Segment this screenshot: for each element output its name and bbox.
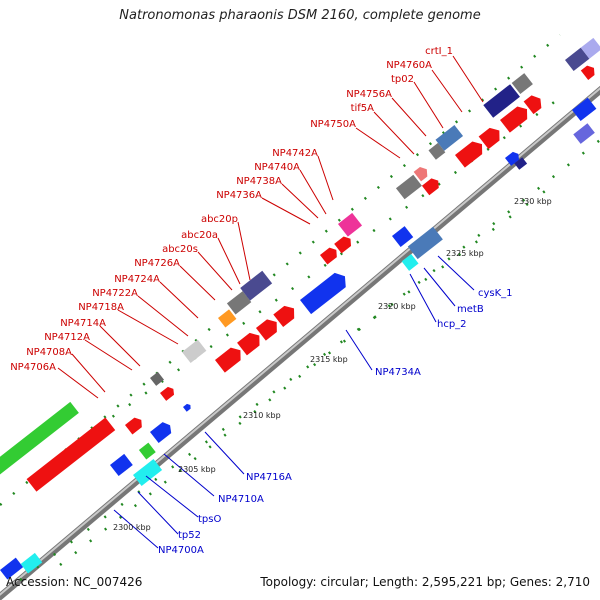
gene-label[interactable]: crtI_1 (425, 46, 453, 57)
gene-red-small-1[interactable] (125, 415, 145, 435)
scale-label-group: 2300 kbp 2305 kbp 2310 kbp 2315 kbp 2320… (113, 197, 552, 532)
gene-label[interactable]: NP4716A (246, 472, 292, 483)
scale-label: 2315 kbp (310, 355, 348, 364)
gene-label[interactable]: NP4708A (26, 347, 72, 358)
gene-label[interactable]: NP4706A (10, 362, 56, 373)
gene-label[interactable]: hcp_2 (437, 319, 467, 330)
scale-label: 2330 kbp (514, 197, 552, 206)
scale-label: 2320 kbp (378, 302, 416, 311)
gene-label[interactable]: abc20p (201, 214, 238, 225)
map-title: Natronomonas pharaonis DSM 2160, complet… (119, 8, 481, 23)
genome-summary-text: Topology: circular; Length: 2,595,221 bp… (260, 575, 590, 589)
lower-leader-lines (113, 255, 475, 549)
scale-label: 2300 kbp (113, 523, 151, 532)
gene-label[interactable]: metB (457, 304, 484, 315)
gene-np4716-small[interactable] (183, 403, 192, 412)
accession-text: Accession: NC_007426 (6, 575, 143, 589)
gene-label[interactable]: NP4700A (158, 545, 204, 556)
gene-silver[interactable] (182, 339, 207, 364)
gene-tif-cluster[interactable] (395, 163, 442, 208)
gene-label[interactable]: tp02 (391, 74, 414, 85)
gene-label[interactable]: NP4734A (375, 367, 421, 378)
gene-label[interactable]: NP4726A (134, 258, 180, 269)
lower-gene-track (0, 97, 600, 586)
scale-label: 2325 kbp (446, 249, 484, 258)
scale-label: 2305 kbp (178, 465, 216, 474)
gene-red-small-2[interactable] (160, 385, 176, 401)
gene-label[interactable]: NP4742A (272, 148, 318, 159)
gene-red-pair[interactable] (215, 302, 299, 373)
gene-green-large[interactable] (0, 401, 79, 475)
tick-row-lower-inner (59, 139, 600, 566)
gene-label[interactable]: cysK_1 (478, 288, 513, 299)
gene-label[interactable]: abc20s (162, 244, 198, 255)
gene-label[interactable]: NP4760A (386, 60, 432, 71)
gene-label[interactable]: NP4712A (44, 332, 90, 343)
gene-np4710-blue[interactable] (150, 420, 174, 444)
gene-np4700-large[interactable] (26, 417, 116, 492)
genome-backbone (0, 85, 600, 600)
gene-bottom-left[interactable] (0, 547, 43, 586)
gene-lower-right-cluster[interactable] (561, 97, 600, 144)
gene-label[interactable]: NP4714A (60, 318, 106, 329)
tick-row-upper-inner (79, 96, 561, 442)
gene-small-stack[interactable] (505, 149, 528, 172)
gene-label[interactable]: NP4718A (78, 302, 124, 313)
gene-label[interactable]: NP4736A (216, 190, 262, 201)
gene-label[interactable]: NP4756A (346, 89, 392, 100)
scale-label: 2310 kbp (243, 411, 281, 420)
gene-abc20-cluster[interactable] (212, 270, 276, 328)
gene-label[interactable]: NP4710A (218, 494, 264, 505)
lower-label-group: cysK_1 metB hcp_2 NP4734A NP4716A NP4710… (158, 288, 513, 556)
gene-label[interactable]: NP4722A (92, 288, 138, 299)
gene-tpsO-cluster[interactable] (110, 438, 167, 493)
gene-label[interactable]: tp52 (178, 530, 201, 541)
upper-label-group: crtI_1 NP4760A tp02 NP4756A tif5A NP4750… (10, 46, 453, 373)
gene-tp02-cluster[interactable] (426, 105, 504, 178)
gene-label[interactable]: abc20a (181, 230, 218, 241)
gene-gray-small[interactable] (150, 371, 165, 386)
genome-backbone-highlight (0, 87, 600, 596)
gene-red-np4736[interactable] (320, 234, 354, 265)
tick-row-lower-outer (19, 178, 561, 582)
gene-label[interactable]: NP4740A (254, 162, 300, 173)
gene-pink[interactable] (338, 212, 363, 237)
gene-hcp-cluster[interactable] (386, 213, 446, 271)
gene-label[interactable]: tpsO (198, 514, 221, 525)
gene-label[interactable]: tif5A (351, 103, 375, 114)
gene-label[interactable]: NP4750A (310, 119, 356, 130)
upper-gene-track (0, 37, 600, 492)
gene-crtI-cluster[interactable] (483, 73, 547, 135)
gene-np4734-blue[interactable] (300, 269, 350, 315)
gene-top-right-cluster[interactable] (565, 37, 600, 84)
gene-label[interactable]: NP4724A (114, 274, 160, 285)
upper-leader-lines (57, 55, 484, 399)
gene-label[interactable]: NP4738A (236, 176, 282, 187)
